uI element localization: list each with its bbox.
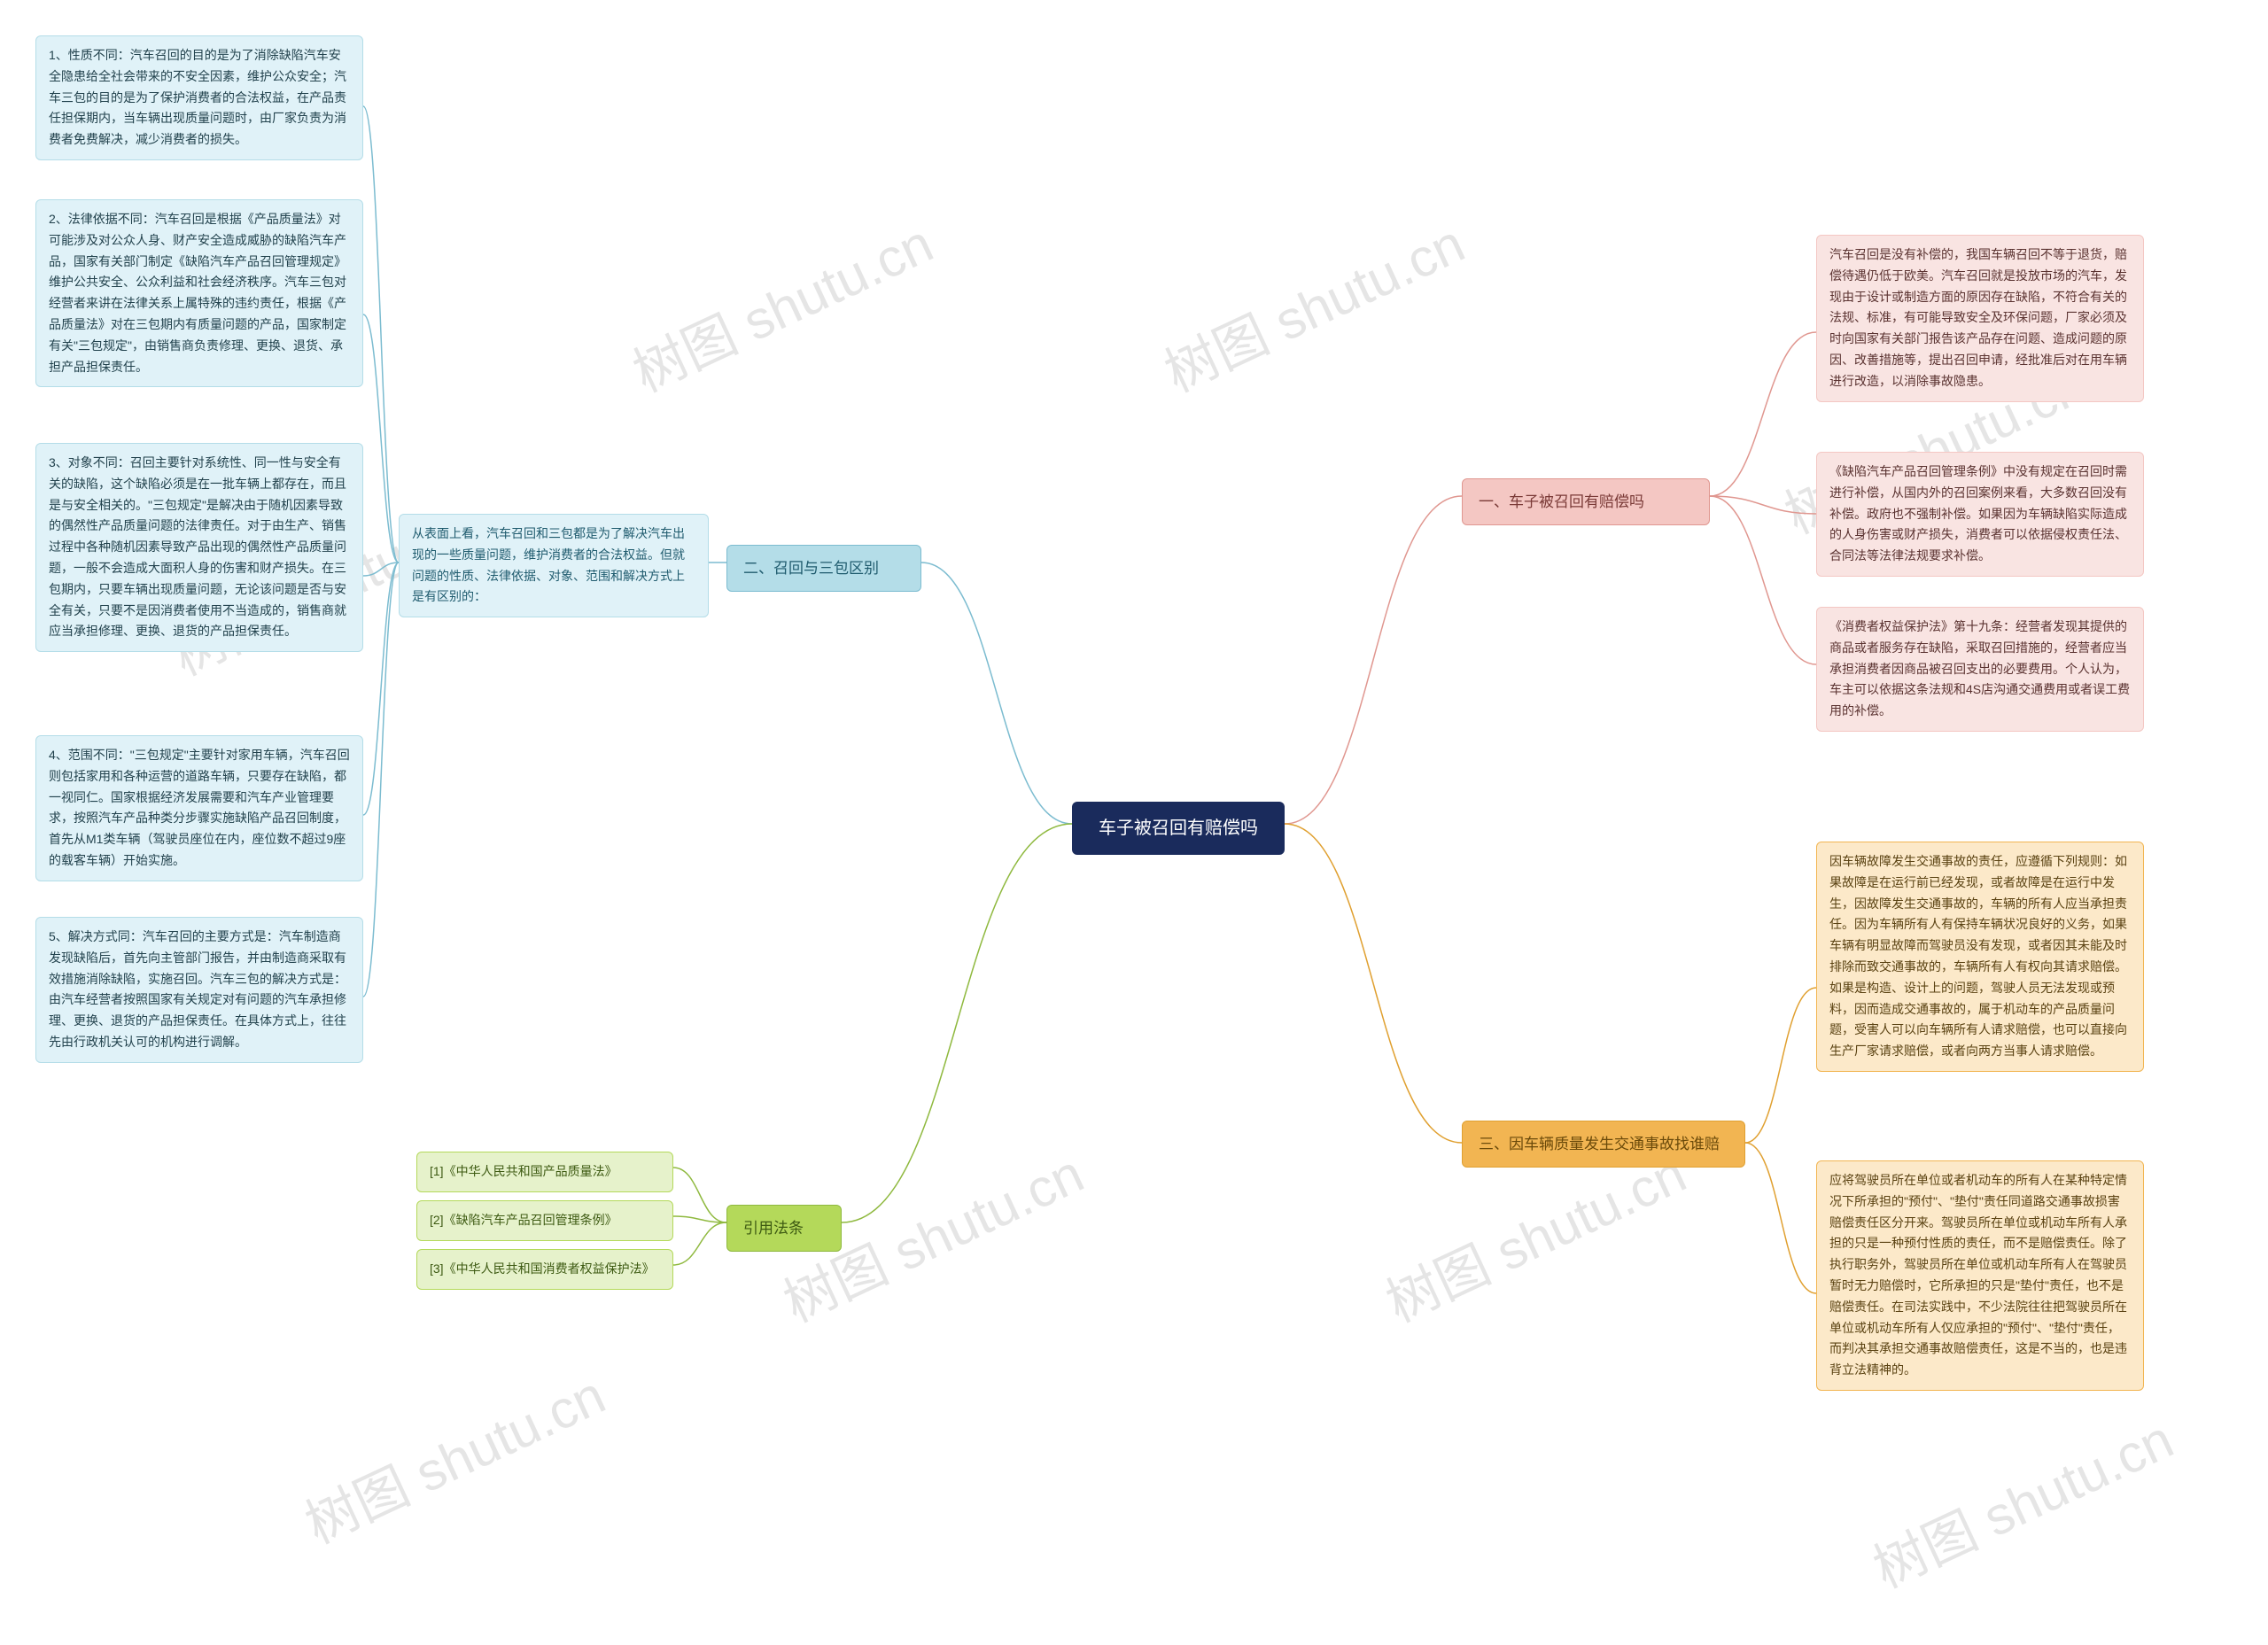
branch-4: 引用法条: [726, 1205, 842, 1252]
leaf-b1-0: 汽车召回是没有补偿的，我国车辆召回不等于退货，赔偿待遇仍低于欧美。汽车召回就是投…: [1816, 235, 2144, 402]
watermark: 树图 shutu.cn: [291, 1353, 616, 1558]
root-node: 车子被召回有赔偿吗: [1072, 802, 1285, 855]
watermark: 树图 shutu.cn: [1151, 201, 1475, 407]
leaf-b2-4: 5、解决方式同：汽车召回的主要方式是：汽车制造商发现缺陷后，首先向主管部门报告，…: [35, 917, 363, 1063]
branch-3: 三、因车辆质量发生交通事故找谁赔: [1462, 1121, 1745, 1168]
leaf-b4-1: [2]《缺陷汽车产品召回管理条例》: [416, 1200, 673, 1241]
leaf-b3-0: 因车辆故障发生交通事故的责任，应遵循下列规则：如果故障是在运行前已经发现，或者故…: [1816, 842, 2144, 1072]
leaf-b2-1: 2、法律依据不同：汽车召回是根据《产品质量法》对可能涉及对公众人身、财产安全造成…: [35, 199, 363, 387]
leaf-b3-1: 应将驾驶员所在单位或者机动车的所有人在某种特定情况下所承担的"预付"、"垫付"责…: [1816, 1160, 2144, 1391]
leaf-b2-0: 1、性质不同：汽车召回的目的是为了消除缺陷汽车安全隐患给全社会带来的不安全因素，…: [35, 35, 363, 160]
branch-2: 二、召回与三包区别: [726, 545, 921, 592]
branch-1: 一、车子被召回有赔偿吗: [1462, 478, 1710, 525]
watermark: 树图 shutu.cn: [1860, 1397, 2184, 1602]
branch-2-intro: 从表面上看，汽车召回和三包都是为了解决汽车出现的一些质量问题，维护消费者的合法权…: [399, 514, 709, 617]
leaf-b2-2: 3、对象不同：召回主要针对系统性、同一性与安全有关的缺陷，这个缺陷必须是在一批车…: [35, 443, 363, 652]
leaf-b4-0: [1]《中华人民共和国产品质量法》: [416, 1152, 673, 1192]
leaf-b4-2: [3]《中华人民共和国消费者权益保护法》: [416, 1249, 673, 1290]
leaf-b1-2: 《消费者权益保护法》第十九条：经营者发现其提供的商品或者服务存在缺陷，采取召回措…: [1816, 607, 2144, 732]
watermark: 树图 shutu.cn: [619, 201, 944, 407]
leaf-b2-3: 4、范围不同："三包规定"主要针对家用车辆，汽车召回则包括家用和各种运营的道路车…: [35, 735, 363, 881]
leaf-b1-1: 《缺陷汽车产品召回管理条例》中没有规定在召回时需进行补偿，从国内外的召回案例来看…: [1816, 452, 2144, 577]
